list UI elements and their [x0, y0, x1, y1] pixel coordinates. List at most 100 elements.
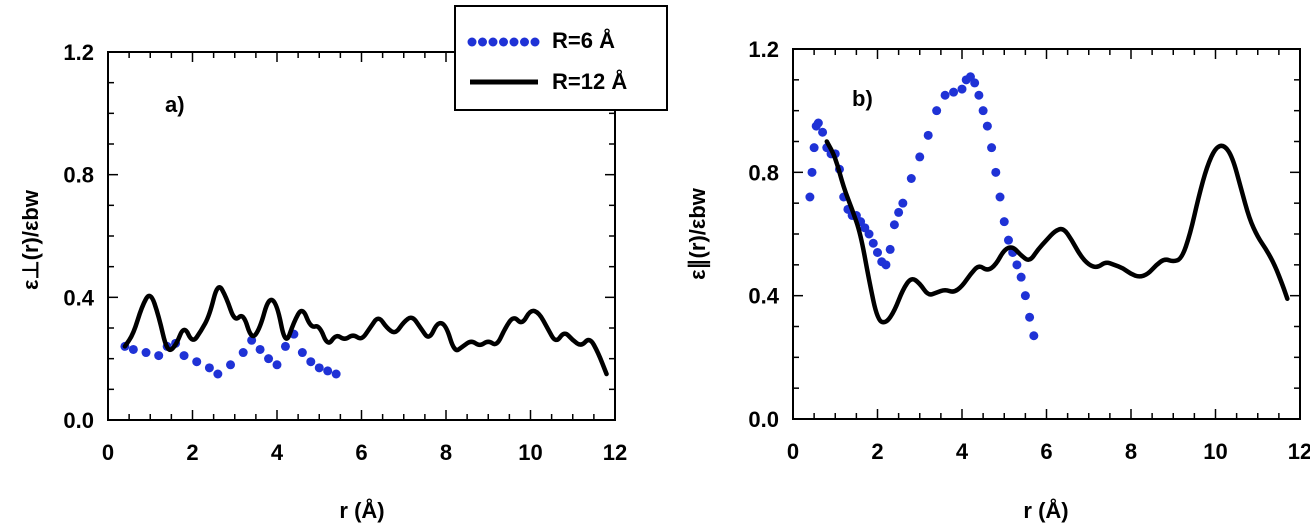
y-axis-title-b-text: ε∥(r)/εbw [685, 187, 711, 280]
series-point-r6 [873, 248, 882, 257]
series-point-r6 [192, 357, 202, 367]
series-point-r6 [999, 217, 1009, 227]
series-point-r6 [1003, 235, 1013, 245]
ticks-b: 0 2 4 6 8 10 12 0.0 0.4 0.8 1.2 [748, 37, 1310, 464]
series-point-r6 [1016, 272, 1026, 282]
x-tick-label: 4 [271, 440, 284, 465]
series-point-r6 [331, 369, 341, 379]
legend-label-r12: R=12 Å [552, 68, 627, 94]
series-point-r6 [1012, 260, 1022, 270]
series-point-r6 [264, 354, 274, 364]
series-a [120, 285, 609, 379]
y-axis-title-a-text: ε⊥(r)/εbw [18, 189, 43, 290]
series-point-r6 [906, 174, 916, 183]
series-point-r6 [1025, 312, 1035, 322]
x-tick-label: 2 [871, 439, 883, 464]
x-tick-label: 8 [440, 440, 452, 465]
y-tick-label: 1.2 [63, 40, 94, 65]
series-point-r6 [915, 152, 925, 162]
x-tick-label: 8 [1125, 439, 1137, 464]
series-point-r6 [898, 198, 908, 208]
series-point-r6 [809, 143, 819, 153]
series-point-r6 [818, 127, 828, 137]
series-point-r6 [805, 192, 815, 202]
legend-swatch-dot [520, 37, 529, 47]
series-point-r6 [970, 78, 980, 88]
series-point-r6 [982, 121, 992, 131]
series-point-r6 [141, 348, 151, 358]
legend-swatch-dot [488, 37, 498, 47]
series-point-r6 [179, 351, 189, 361]
y-tick-label: 0.8 [63, 163, 94, 188]
series-point-r6 [940, 90, 950, 100]
series-point-r6 [1029, 331, 1039, 341]
x-tick-label: 10 [1203, 439, 1227, 464]
series-point-r6 [995, 192, 1005, 202]
x-axis-title-b: r (Å) [1023, 497, 1068, 523]
y-tick-label: 0.4 [748, 284, 779, 309]
panel-a: 0 2 4 6 8 10 12 0.0 0.4 0.8 1.2 a) r (Å) ε⊥(r)/εbw [18, 40, 627, 523]
y-tick-label: 0.0 [748, 407, 779, 432]
y-axis-title-b: ε∥(r)/εbw [685, 187, 711, 280]
ticks-a: 0 2 4 6 8 10 12 0.0 0.4 0.8 1.2 [63, 40, 627, 465]
series-point-r6 [813, 118, 823, 128]
series-point-r6 [881, 260, 891, 270]
y-tick-label: 0.0 [63, 408, 94, 433]
series-point-r6 [1020, 291, 1030, 301]
series-point-r6 [957, 84, 967, 94]
series-point-r6 [868, 238, 878, 248]
series-point-r6 [306, 357, 316, 367]
legend-swatch-dot [509, 37, 519, 47]
series-point-r6 [932, 106, 942, 116]
panel-label-a: a) [165, 92, 185, 117]
x-axis-title-a: r (Å) [339, 497, 384, 523]
series-point-r6 [255, 344, 265, 354]
series-point-r6 [864, 229, 874, 239]
x-tick-label: 6 [1040, 439, 1052, 464]
legend-swatch-dot [530, 37, 540, 47]
series-point-r6 [894, 207, 904, 217]
series-point-r6 [280, 341, 290, 351]
y-tick-label: 0.4 [63, 285, 94, 310]
x-tick-label: 0 [102, 440, 114, 465]
series-point-r6 [238, 348, 248, 358]
x-tick-label: 2 [186, 440, 198, 465]
series-point-r6 [272, 360, 282, 370]
x-tick-label: 4 [956, 439, 969, 464]
legend-swatch-dot [467, 37, 477, 47]
series-point-r6 [213, 369, 223, 379]
x-tick-label: 10 [518, 440, 542, 465]
panel-b: 0 2 4 6 8 10 12 0.0 0.4 0.8 1.2 b) r (Å) ε∥(r)/εbw [685, 37, 1310, 523]
series-point-r6 [978, 106, 988, 116]
series-point-r6 [226, 360, 236, 370]
x-tick-label: 12 [1288, 439, 1310, 464]
series-point-r6 [889, 220, 899, 230]
series-point-r6 [807, 167, 817, 177]
series-point-r6 [297, 348, 307, 358]
series-point-r6 [974, 90, 984, 100]
y-tick-label: 0.8 [748, 160, 779, 185]
panel-label-b: b) [852, 86, 873, 111]
legend: R=6 Å R=12 Å [454, 5, 668, 111]
series-point-r6 [923, 130, 933, 140]
x-tick-label: 12 [603, 440, 627, 465]
series-point-r6 [885, 244, 895, 254]
series-point-r6 [991, 167, 1001, 177]
legend-label-r6: R=6 Å [552, 27, 615, 53]
series-b [805, 72, 1290, 341]
series-point-r6 [204, 363, 214, 373]
x-tick-label: 0 [787, 439, 799, 464]
legend-swatch-dotted [467, 37, 540, 47]
series-point-r6 [987, 143, 997, 153]
series-point-r6 [314, 363, 324, 373]
series-point-r6 [154, 351, 164, 361]
y-tick-label: 1.2 [748, 37, 779, 62]
x-tick-label: 6 [355, 440, 367, 465]
series-line-r12 [824, 139, 1290, 325]
legend-swatch-dot [478, 37, 487, 47]
series-line-r12 [122, 285, 609, 377]
series-point-r6 [128, 344, 138, 354]
legend-box [454, 5, 668, 111]
y-axis-title-a: ε⊥(r)/εbw [18, 189, 43, 290]
